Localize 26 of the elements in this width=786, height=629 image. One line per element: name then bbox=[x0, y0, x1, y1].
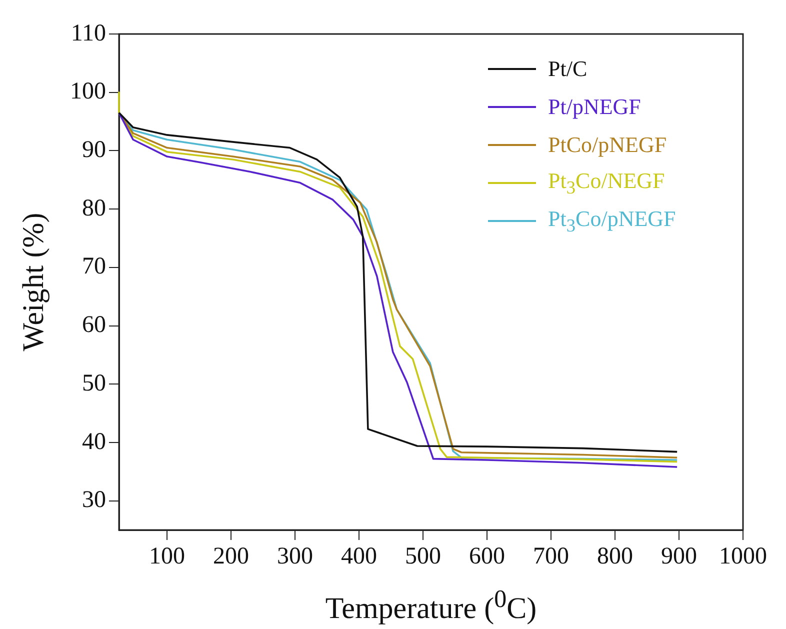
y-tick-label: 110 bbox=[70, 20, 106, 46]
y-tick-label: 60 bbox=[82, 312, 106, 338]
x-tick-label: 600 bbox=[469, 544, 505, 570]
x-tick-label: 1000 bbox=[719, 544, 767, 570]
legend-label: Pt$_{3}$Co/NEGF bbox=[548, 168, 665, 198]
x-tick-label: 700 bbox=[533, 544, 569, 570]
y-tick-label: 90 bbox=[82, 137, 106, 164]
legend-label: PtCo/pNEGF bbox=[548, 132, 667, 158]
x-tick-label: 500 bbox=[405, 544, 441, 570]
x-tick-label: 400 bbox=[341, 544, 377, 570]
y-tick-label: 50 bbox=[82, 370, 106, 396]
y-tick-label: 70 bbox=[82, 254, 106, 280]
y-tick-label: 100 bbox=[70, 78, 106, 105]
legend-label: Pt$_{3}$Co/pNEGF bbox=[548, 206, 676, 236]
x-tick-label: 100 bbox=[149, 544, 185, 570]
x-axis-title: Temperature ($^{0}$C) bbox=[325, 586, 537, 626]
legend-label: Pt/pNEGF bbox=[548, 94, 641, 120]
y-tick-label: 40 bbox=[82, 428, 106, 455]
y-tick-label: 80 bbox=[82, 195, 106, 222]
y-axis-title: Weight (%) bbox=[17, 212, 51, 352]
x-tick-label: 900 bbox=[661, 544, 697, 570]
x-tick-label: 200 bbox=[213, 544, 249, 570]
legend-label: Pt/C bbox=[548, 56, 588, 82]
x-tick-label: 300 bbox=[277, 544, 313, 570]
x-tick-label: 800 bbox=[597, 544, 633, 570]
y-tick-label: 30 bbox=[82, 487, 106, 514]
